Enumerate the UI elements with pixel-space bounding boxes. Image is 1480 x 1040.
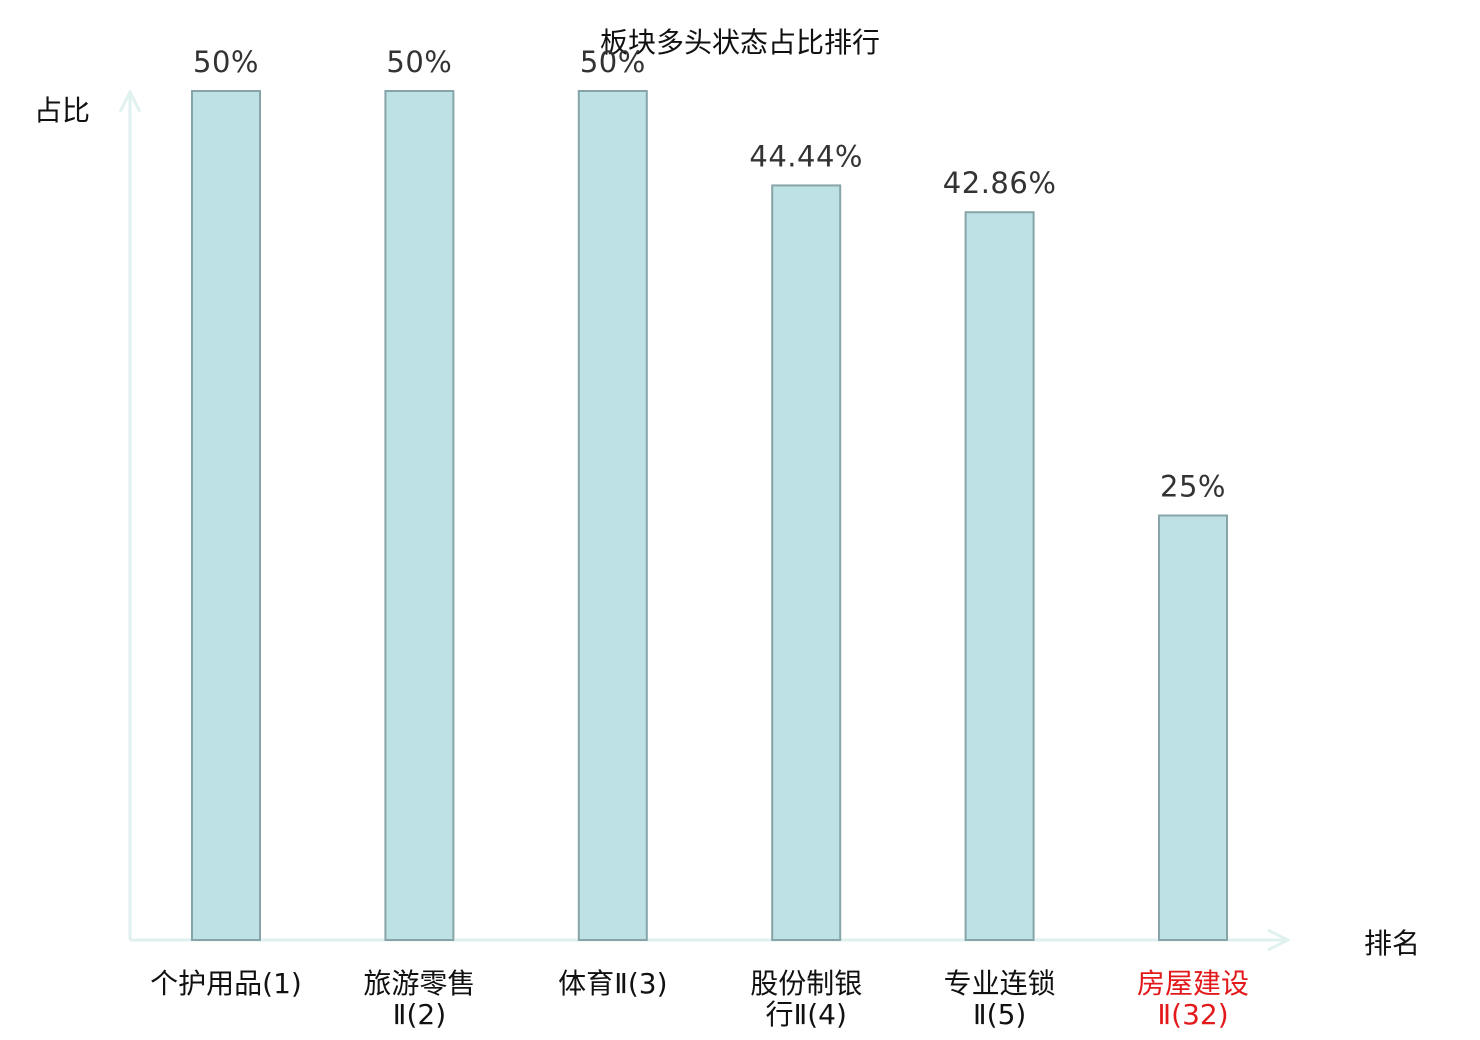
- category-label: Ⅱ(5): [973, 998, 1026, 1031]
- bar-value-label: 44.44%: [749, 139, 863, 173]
- bar-value-label: 50%: [386, 45, 452, 79]
- category-label: 房屋建设: [1137, 967, 1249, 1000]
- y-axis-label: 占比: [34, 94, 90, 127]
- x-axis-label: 排名: [1364, 927, 1420, 960]
- bar-value-label: 42.86%: [943, 166, 1057, 200]
- bar-value-label: 50%: [580, 45, 646, 79]
- bars: [191, 90, 1228, 942]
- bar: [191, 90, 261, 941]
- bar: [384, 90, 455, 941]
- category-label: 个护用品(1): [150, 967, 302, 1000]
- bar: [577, 90, 648, 941]
- category-label: 行Ⅱ(4): [765, 998, 846, 1031]
- chart-title: 板块多头状态占比排行: [600, 26, 880, 59]
- category-label: 体育Ⅱ(3): [558, 967, 667, 1000]
- bar: [771, 184, 842, 941]
- bar: [964, 211, 1035, 942]
- bar: [1158, 514, 1228, 941]
- bar-value-label: 25%: [1160, 470, 1226, 504]
- category-label: 旅游零售: [363, 967, 475, 1000]
- value-labels: 50% 50% 50% 44.44% 42.86% 25%: [193, 45, 1226, 504]
- category-label: 股份制银: [750, 967, 862, 1000]
- category-label: Ⅱ(32): [1157, 998, 1228, 1031]
- category-label: Ⅱ(2): [393, 998, 446, 1031]
- bar-value-label: 50%: [193, 45, 259, 79]
- category-label: 专业连锁: [944, 967, 1056, 1000]
